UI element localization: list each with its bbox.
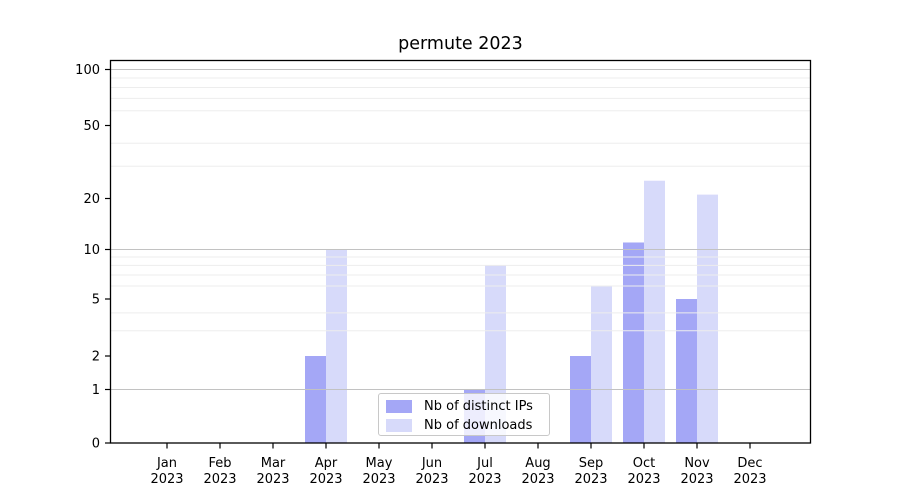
y-tick-label: 2: [92, 350, 100, 365]
x-tick-label-year: 2023: [733, 472, 766, 487]
x-tick-label-year: 2023: [415, 472, 448, 487]
bar-downloads-apr: [326, 249, 347, 443]
x-tick-label-year: 2023: [203, 472, 236, 487]
legend-label-downloads: Nb of downloads: [424, 418, 533, 433]
legend-item-downloads: Nb of downloads: [379, 416, 549, 435]
x-tick-label-month: Dec: [737, 456, 762, 471]
legend: Nb of distinct IPs Nb of downloads: [378, 393, 550, 436]
legend-label-distinct-ips: Nb of distinct IPs: [424, 399, 533, 414]
bar-distinct-ips-oct: [623, 242, 644, 443]
x-tick-label-month: Sep: [579, 456, 604, 471]
x-tick-label-year: 2023: [574, 472, 607, 487]
bar-distinct-ips-apr: [305, 356, 326, 443]
y-tick-label: 50: [83, 119, 100, 134]
x-tick-label-month: Mar: [261, 456, 286, 471]
x-tick-label-month: Apr: [315, 456, 338, 471]
x-tick-label-month: Feb: [208, 456, 231, 471]
bar-downloads-sep: [591, 285, 612, 443]
bar-distinct-ips-nov: [676, 299, 697, 443]
x-tick-label-year: 2023: [680, 472, 713, 487]
x-tick-label-year: 2023: [309, 472, 342, 487]
x-tick-label-year: 2023: [627, 472, 660, 487]
x-tick-label-month: Nov: [684, 456, 710, 471]
x-tick-label-year: 2023: [521, 472, 554, 487]
y-tick-label: 20: [83, 192, 100, 207]
x-tick-label-year: 2023: [468, 472, 501, 487]
x-tick-label-year: 2023: [150, 472, 183, 487]
x-tick-label-month: May: [366, 456, 393, 471]
x-tick-label-month: Jul: [476, 456, 493, 471]
x-tick-label-month: Aug: [525, 456, 550, 471]
bar-downloads-nov: [697, 194, 718, 443]
x-tick-label-month: Jan: [156, 456, 177, 471]
x-tick-label-month: Oct: [633, 456, 655, 471]
legend-swatch-downloads: [386, 419, 412, 432]
bar-distinct-ips-sep: [570, 356, 591, 443]
plot-border: [109, 59, 812, 444]
x-tick-label-year: 2023: [256, 472, 289, 487]
bar-downloads-oct: [644, 180, 665, 444]
y-tick-label: 10: [83, 243, 100, 258]
x-tick-label-year: 2023: [362, 472, 395, 487]
y-tick-label: 0: [92, 437, 100, 452]
y-tick-label: 1: [92, 383, 100, 398]
x-tick-label-month: Jun: [421, 456, 442, 471]
y-tick-label: 5: [92, 293, 100, 308]
legend-item-distinct-ips: Nb of distinct IPs: [379, 397, 549, 416]
legend-swatch-distinct-ips: [386, 400, 412, 413]
y-tick-label: 100: [75, 63, 100, 78]
chart-title: permute 2023: [398, 34, 523, 54]
